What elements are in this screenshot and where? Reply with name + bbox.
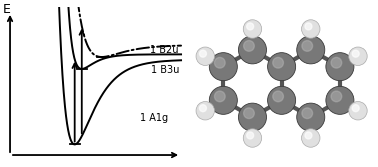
Circle shape bbox=[196, 102, 214, 120]
Circle shape bbox=[244, 108, 254, 119]
Circle shape bbox=[243, 129, 262, 147]
Circle shape bbox=[302, 108, 313, 119]
Circle shape bbox=[200, 50, 206, 57]
Circle shape bbox=[247, 23, 254, 30]
Text: 1 B3u: 1 B3u bbox=[150, 65, 179, 75]
Circle shape bbox=[243, 20, 262, 38]
Circle shape bbox=[349, 102, 367, 120]
Circle shape bbox=[331, 91, 342, 102]
Text: E: E bbox=[3, 3, 11, 16]
Circle shape bbox=[247, 132, 254, 139]
Circle shape bbox=[302, 20, 320, 38]
Circle shape bbox=[326, 86, 354, 114]
Circle shape bbox=[349, 47, 367, 65]
Circle shape bbox=[268, 86, 296, 114]
Circle shape bbox=[268, 53, 296, 81]
Circle shape bbox=[297, 36, 325, 64]
Circle shape bbox=[214, 91, 225, 102]
Circle shape bbox=[305, 23, 312, 30]
Text: 1 B2u: 1 B2u bbox=[150, 45, 179, 55]
Circle shape bbox=[302, 41, 313, 51]
Circle shape bbox=[305, 132, 312, 139]
Circle shape bbox=[244, 41, 254, 51]
Circle shape bbox=[200, 105, 206, 112]
Circle shape bbox=[302, 129, 320, 147]
Text: 1 A1g: 1 A1g bbox=[140, 113, 169, 123]
Circle shape bbox=[209, 86, 237, 114]
Circle shape bbox=[196, 47, 214, 65]
Circle shape bbox=[214, 57, 225, 68]
Circle shape bbox=[326, 53, 354, 81]
Circle shape bbox=[273, 57, 284, 68]
Circle shape bbox=[331, 57, 342, 68]
Circle shape bbox=[273, 91, 284, 102]
Circle shape bbox=[352, 50, 359, 57]
Circle shape bbox=[239, 36, 266, 64]
Circle shape bbox=[297, 103, 325, 131]
Circle shape bbox=[352, 105, 359, 112]
Circle shape bbox=[209, 53, 237, 81]
Circle shape bbox=[239, 103, 266, 131]
